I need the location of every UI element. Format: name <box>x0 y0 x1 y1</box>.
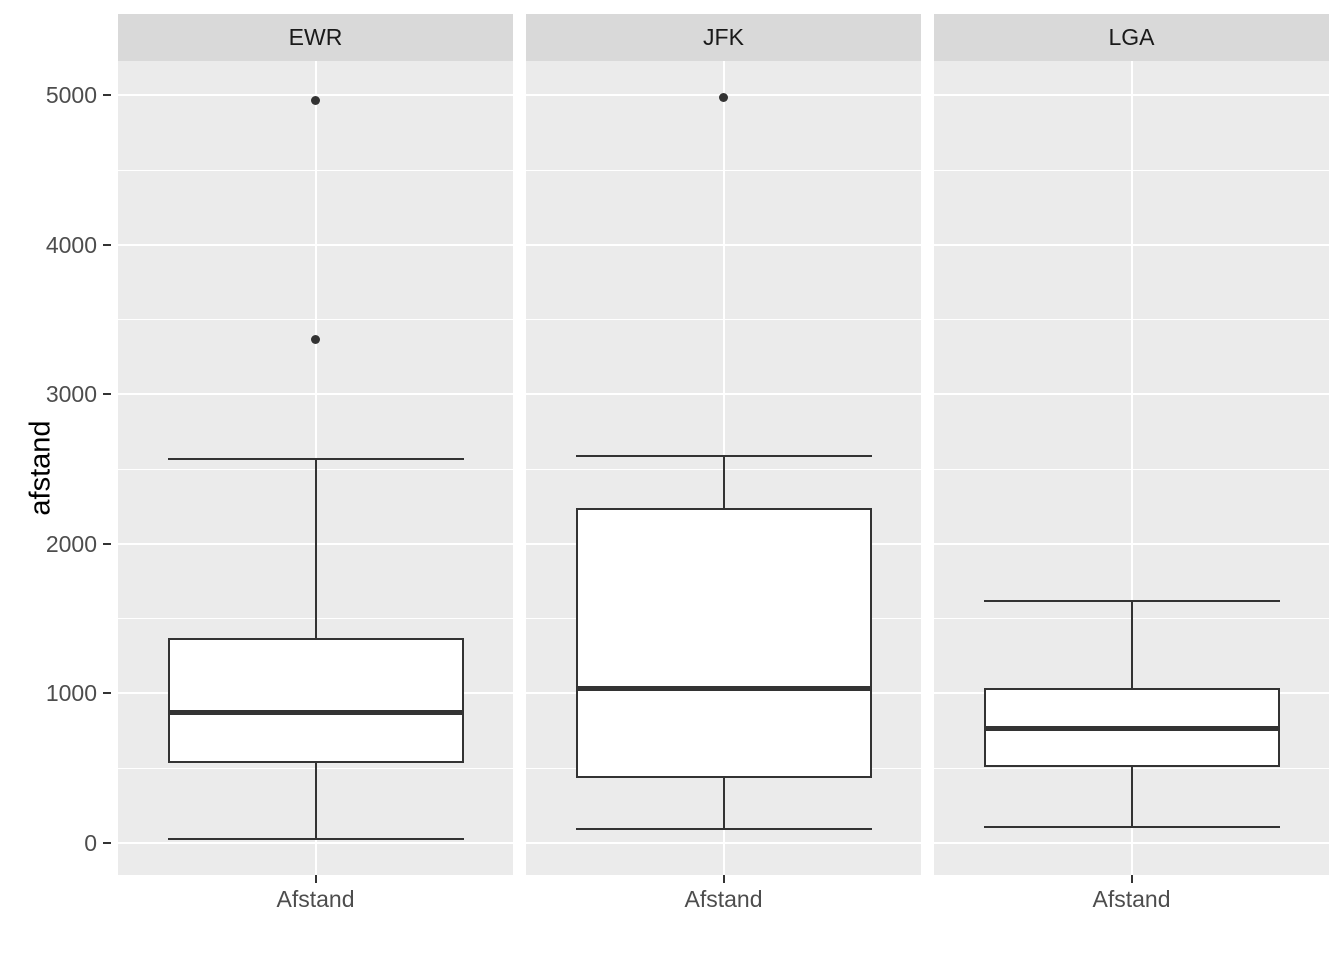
outlier-point <box>719 93 728 103</box>
x-tick-label: Afstand <box>276 886 355 912</box>
y-tick-label: 3000 <box>45 381 97 408</box>
facet-strip-jfk: JFK <box>526 14 921 61</box>
boxplot-whisker-lower <box>314 763 317 840</box>
boxplot-whisker-lower <box>1130 766 1133 828</box>
boxplot-whisker-upper <box>722 456 725 508</box>
facet-strip-label: EWR <box>288 24 343 50</box>
facet-strip-label: JFK <box>703 24 744 50</box>
x-tick-mark <box>1130 875 1133 883</box>
boxplot-whisker-cap-upper <box>575 455 872 458</box>
boxplot-median <box>575 686 872 692</box>
y-tick-mark <box>103 243 111 246</box>
y-tick-mark <box>103 542 111 545</box>
facet-panel-ewr <box>118 61 513 875</box>
facet-panel-jfk <box>526 61 921 875</box>
y-tick-mark <box>103 94 111 97</box>
y-axis-title: afstand <box>24 420 57 516</box>
boxplot-whisker-upper <box>1130 600 1133 688</box>
outlier-point <box>311 96 320 106</box>
gridline-vertical-major <box>1130 61 1133 875</box>
facet-strip-ewr: EWR <box>118 14 513 61</box>
boxplot-box <box>575 507 872 779</box>
y-tick-label: 0 <box>84 829 97 856</box>
y-tick-label: 1000 <box>45 680 97 707</box>
y-tick-label: 2000 <box>45 530 97 557</box>
x-tick-mark <box>314 875 317 883</box>
boxplot-whisker-upper <box>314 459 317 639</box>
boxplot-whisker-cap-upper <box>167 458 464 461</box>
y-tick-mark <box>103 841 111 844</box>
boxplot-whisker-cap-lower <box>167 838 464 841</box>
y-tick-label: 5000 <box>45 82 97 109</box>
boxplot-whisker-cap-upper <box>983 599 1280 602</box>
boxplot-whisker-cap-lower <box>575 827 872 830</box>
y-tick-label: 4000 <box>45 231 97 258</box>
boxplot-whisker-cap-lower <box>983 826 1280 829</box>
x-tick-mark <box>722 875 725 883</box>
boxplot-median <box>167 709 464 715</box>
boxplot-box <box>167 638 464 764</box>
boxplot-whisker-lower <box>722 778 725 829</box>
facet-strip-label: LGA <box>1108 24 1155 50</box>
x-tick-label: Afstand <box>1092 886 1171 912</box>
y-tick-mark <box>103 393 111 396</box>
outlier-point <box>311 334 320 344</box>
facet-strip-lga: LGA <box>934 14 1329 61</box>
y-tick-mark <box>103 692 111 695</box>
boxplot-median <box>983 726 1280 732</box>
facet-panel-lga <box>934 61 1329 875</box>
x-tick-label: Afstand <box>684 886 763 912</box>
